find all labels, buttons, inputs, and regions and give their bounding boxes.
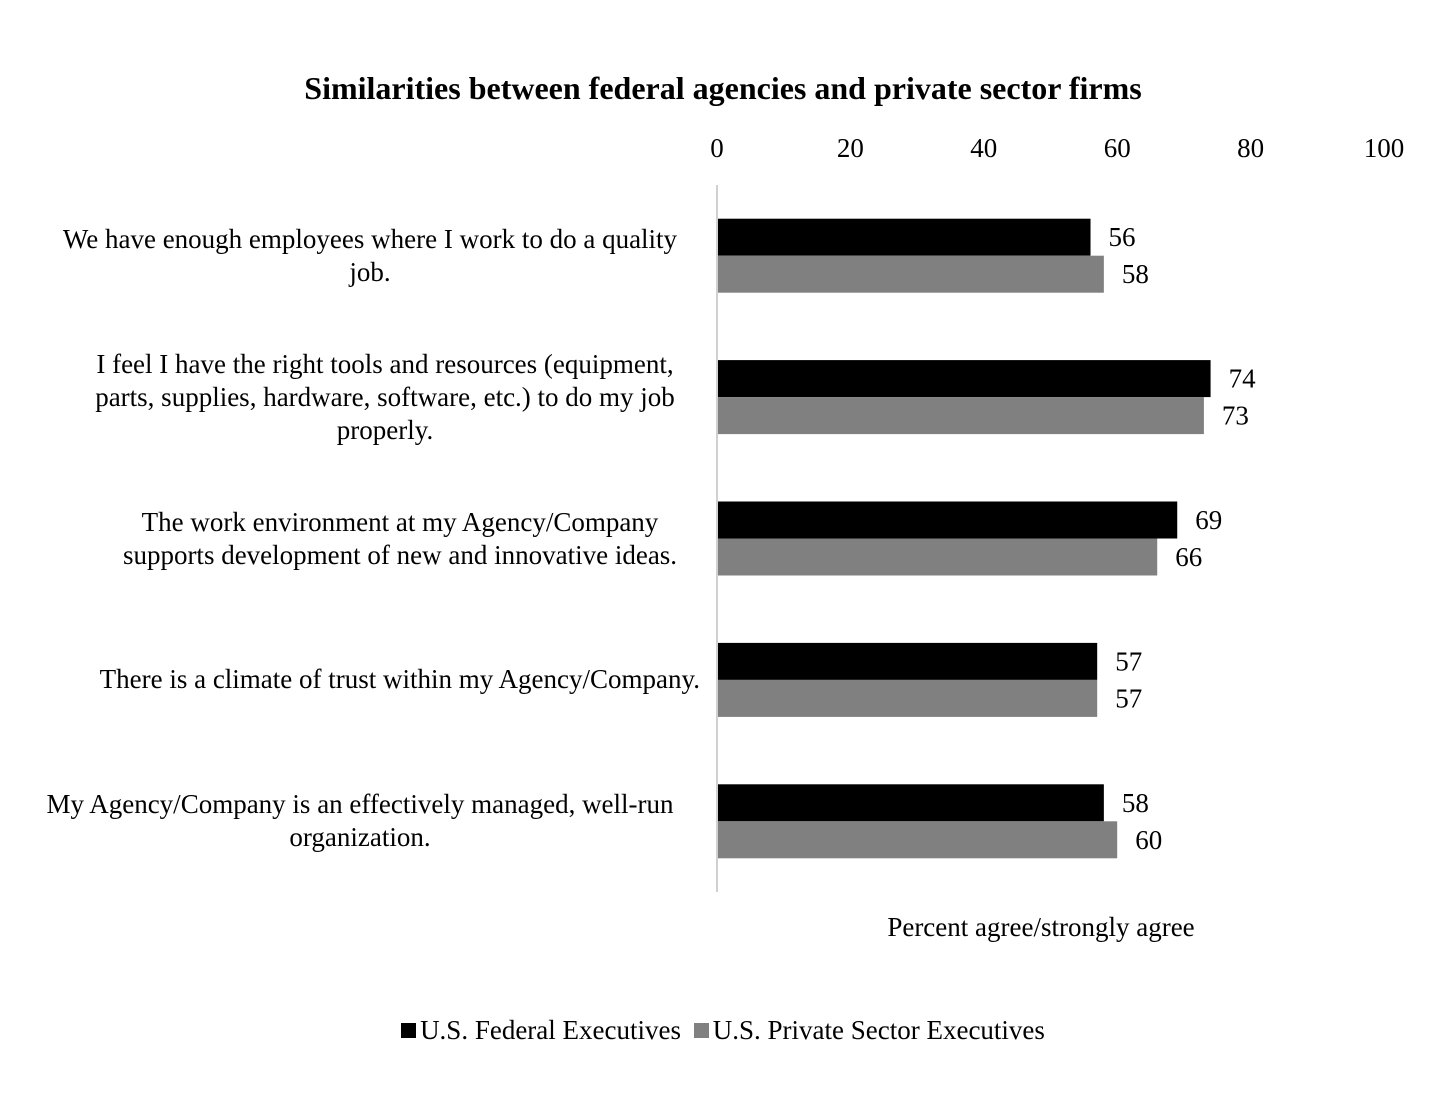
- data-label: 66: [1175, 542, 1202, 572]
- legend-swatch-private: [693, 1023, 709, 1038]
- bar: [717, 397, 1204, 435]
- category-label: There is a climate of trust within my Ag…: [10, 663, 700, 696]
- category-label: My Agency/Company is an effectively mana…: [10, 788, 700, 854]
- category-label-text: There is a climate of trust within my Ag…: [99, 664, 700, 695]
- chart-title: Similarities between federal agencies an…: [304, 70, 1142, 106]
- bar: [717, 360, 1211, 398]
- x-tick-label: 80: [1237, 133, 1264, 163]
- data-label: 56: [1109, 222, 1136, 252]
- x-tick-label: 20: [837, 133, 864, 163]
- data-label: 58: [1122, 788, 1149, 818]
- data-label: 73: [1222, 401, 1249, 431]
- bar: [717, 538, 1158, 576]
- data-label: 60: [1135, 825, 1162, 855]
- data-label: 74: [1229, 364, 1257, 394]
- category-label: We have enough employees where I work to…: [10, 223, 700, 289]
- legend-swatch-federal: [401, 1023, 417, 1038]
- bar: [717, 679, 1098, 717]
- bar: [717, 255, 1104, 293]
- bar: [717, 784, 1104, 822]
- x-axis-label: Percent agree/strongly agree: [887, 912, 1195, 942]
- x-tick-label: 100: [1364, 133, 1405, 163]
- x-tick-label: 0: [710, 133, 724, 163]
- bar: [717, 501, 1178, 539]
- legend: U.S. Federal Executives U.S. Private Sec…: [0, 1014, 1446, 1046]
- category-label-text: My Agency/Company is an effectively mana…: [46, 789, 674, 853]
- legend-label-private: U.S. Private Sector Executives: [712, 1015, 1045, 1045]
- x-tick-label: 60: [1104, 133, 1131, 163]
- category-label: I feel I have the right tools and resour…: [10, 348, 700, 447]
- bar: [717, 642, 1098, 680]
- legend-item-federal: U.S. Federal Executives: [401, 1015, 681, 1046]
- category-label-text: I feel I have the right tools and resour…: [95, 348, 675, 445]
- data-label: 58: [1122, 259, 1149, 289]
- bar: [717, 821, 1118, 859]
- data-label: 69: [1195, 505, 1222, 535]
- category-label-text: The work environment at my Agency/Compan…: [122, 506, 678, 570]
- legend-item-private: U.S. Private Sector Executives: [693, 1015, 1045, 1046]
- category-label-text: We have enough employees where I work to…: [62, 223, 678, 287]
- data-label: 57: [1115, 646, 1142, 676]
- legend-label-federal: U.S. Federal Executives: [420, 1015, 681, 1045]
- x-tick-label: 40: [970, 133, 997, 163]
- data-label: 57: [1115, 683, 1142, 713]
- bar: [717, 218, 1091, 256]
- category-label: The work environment at my Agency/Compan…: [10, 506, 700, 572]
